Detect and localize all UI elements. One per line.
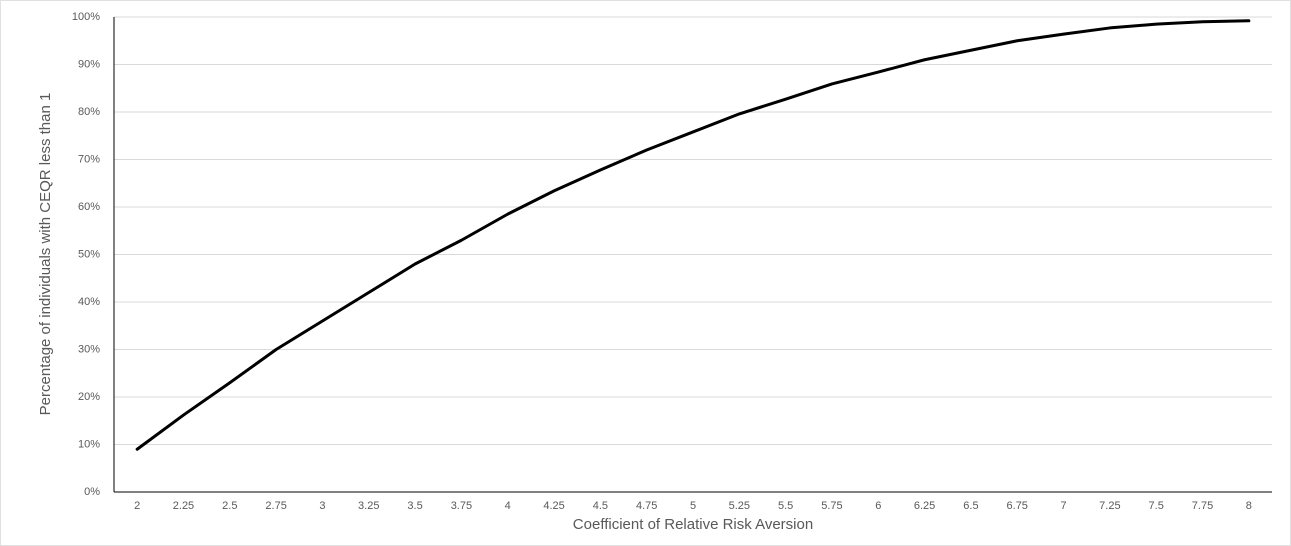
y-tick-label: 70% [78, 153, 100, 165]
x-tick-label: 3.75 [451, 500, 472, 512]
x-tick-label: 2.5 [222, 500, 237, 512]
x-tick-label: 3.5 [407, 500, 422, 512]
x-tick-label: 4.5 [593, 500, 608, 512]
y-tick-label: 30% [78, 343, 100, 355]
y-axis-label: Percentage of individuals with CEQR less… [37, 93, 54, 416]
y-tick-label: 50% [78, 248, 100, 260]
x-tick-label: 7.75 [1192, 500, 1213, 512]
y-tick-label: 10% [78, 438, 100, 450]
x-axis-label: Coefficient of Relative Risk Aversion [573, 516, 813, 533]
x-tick-label: 3 [319, 500, 325, 512]
y-tick-label: 0% [84, 486, 100, 498]
x-tick-label: 5.5 [778, 500, 793, 512]
x-tick-label: 2 [134, 500, 140, 512]
y-tick-label: 80% [78, 106, 100, 118]
x-tick-label: 8 [1246, 500, 1252, 512]
x-tick-label: 7.25 [1099, 500, 1120, 512]
y-tick-label: 20% [78, 391, 100, 403]
x-tick-label: 6.5 [963, 500, 978, 512]
data-line [135, 19, 1251, 451]
y-tick-label: 100% [72, 11, 100, 23]
x-tick-label: 5.75 [821, 500, 842, 512]
x-tick-label: 6 [875, 500, 881, 512]
x-tick-label: 4.75 [636, 500, 657, 512]
x-tick-label: 4 [505, 500, 511, 512]
x-tick-label: 5 [690, 500, 696, 512]
x-tick-label: 2.25 [173, 500, 194, 512]
x-tick-label: 3.25 [358, 500, 379, 512]
y-tick-label: 60% [78, 201, 100, 213]
y-tick-label: 40% [78, 296, 100, 308]
x-tick-label: 4.25 [543, 500, 564, 512]
x-tick-label: 7 [1060, 500, 1066, 512]
y-tick-label: 90% [78, 58, 100, 70]
x-tick-label: 5.25 [729, 500, 750, 512]
x-tick-label: 6.25 [914, 500, 935, 512]
x-tick-label: 2.75 [265, 500, 286, 512]
x-tick-label: 7.5 [1149, 500, 1164, 512]
x-tick-label: 6.75 [1007, 500, 1028, 512]
